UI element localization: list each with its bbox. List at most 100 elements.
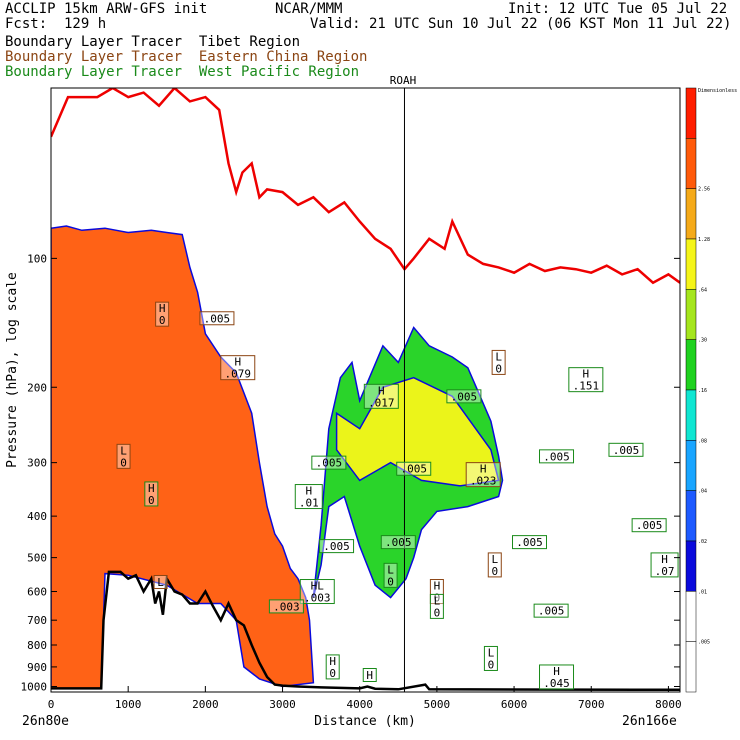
contour-label: .005 (199, 311, 235, 326)
y-tick-label: 200 (27, 381, 47, 394)
init-time: Init: 12 UTC Tue 05 Jul 22 (508, 1, 728, 17)
contour-label: .005 (512, 535, 548, 550)
colorbar-label: .08 (698, 438, 707, 444)
contour-label-box (465, 462, 501, 488)
contour-label-box (512, 535, 548, 550)
contour-label-value: .151 (573, 380, 600, 393)
contour-label-value: .023 (470, 475, 497, 488)
contour-label-box (631, 518, 667, 533)
contour-label-text: L (488, 646, 495, 659)
y-tick-label: 800 (27, 639, 47, 652)
title-line1: ACCLIP 15km ARW-GFS init (5, 1, 208, 17)
contour-label: L0 (491, 349, 506, 375)
tracer-field-eastchinaorange (335, 376, 500, 487)
contour-label: .005 (539, 449, 575, 464)
contour-label-text: H (553, 665, 560, 678)
contour-label-value: 0 (488, 658, 495, 671)
colorbar-segment (685, 591, 697, 642)
y-tick-label: 500 (27, 552, 47, 565)
contour-label-box (325, 654, 340, 680)
y-axis-label: Pressure (hPa), log scale (5, 272, 20, 468)
plot-frame (50, 87, 681, 693)
contour-label-text: L (491, 553, 498, 566)
contour-label: .005 (533, 603, 569, 618)
contour-label: .005 (396, 461, 432, 476)
contour-label: .005 (311, 455, 347, 470)
contour-label-box (446, 389, 482, 404)
contour-label: HL.003 (299, 579, 335, 605)
contour-label-box (539, 449, 575, 464)
contour-label: L0 (383, 562, 398, 588)
x-tick-label: 6000 (501, 698, 528, 711)
colorbar-segment (685, 540, 697, 592)
contour-label: H.151 (568, 367, 604, 393)
colorbar-segment (685, 188, 697, 240)
contour-label: .005 (446, 389, 482, 404)
contour-label-value: 0 (387, 575, 394, 588)
x-end-label: 26n166e (622, 714, 677, 729)
contour-label-text: H (378, 384, 385, 397)
marker-label: ROAH (390, 74, 417, 87)
contour-label: H (362, 667, 377, 682)
contour-label-box (299, 579, 335, 605)
colorbar-label: .64 (698, 287, 707, 293)
contour-label-value: .07 (655, 565, 675, 578)
contour-label-box (650, 552, 679, 578)
contour-label-text: H (434, 580, 441, 593)
colorbar-label: .30 (698, 338, 707, 344)
contour-label-value: 0 (329, 667, 336, 680)
contour-label: H0 (325, 654, 340, 680)
contour-label: H.01 (294, 484, 323, 510)
y-tick-label: 300 (27, 457, 47, 470)
tracer-field-tibet (51, 225, 315, 690)
colorbar-segment (685, 87, 697, 139)
contour-label-box (363, 383, 399, 409)
colorbar-segment (685, 238, 697, 290)
contour-label-text: H (480, 463, 487, 476)
colorbar-label: .04 (698, 489, 707, 495)
contour-label-box (533, 603, 569, 618)
contour-label-value: 0 (434, 606, 441, 619)
contour-label-text: H (661, 553, 668, 566)
axes-layer: 0 1000 2000 3000 4000 5000 6000 7000 80001002003… (21, 252, 682, 711)
contour-label-value: 0 (495, 362, 502, 375)
contour-label-text: L (387, 563, 394, 576)
contour-label-text: H (583, 368, 590, 381)
contour-label: .005 (319, 539, 355, 554)
contour-label: .005 (608, 442, 644, 457)
x-tick-label: 8000 (655, 698, 682, 711)
contour-label-value: .01 (299, 497, 319, 510)
colorbar-segment (685, 389, 697, 441)
contour-label: .003 (268, 599, 304, 614)
contour-label-box (311, 455, 347, 470)
source-label: NCAR/MMM (275, 1, 343, 17)
contour-label-text: H (305, 485, 312, 498)
y-tick-label: 900 (27, 661, 47, 674)
contour-label-text: H (234, 356, 241, 369)
contour-label-box (155, 301, 170, 327)
colorbar-segment (685, 289, 697, 340)
contour-label-text: .005 (451, 390, 478, 403)
contour-label-text: L (434, 594, 441, 607)
x-axis-label: Distance (km) (314, 714, 416, 729)
colorbar: Dimensionless .005 .01 .02 .04 .08 .16 .30 .64 1.… (685, 87, 737, 693)
contour-label-value: 0 (159, 314, 166, 327)
x-tick-label: 7000 (578, 698, 605, 711)
colorbar-segment (685, 641, 697, 693)
contour-label-value: 0 (148, 494, 155, 507)
contour-label-value: .017 (368, 396, 395, 409)
contour-label: H.045 (539, 664, 575, 690)
y-tick-label: 1000 (21, 681, 48, 694)
x-tick-label: 2000 (192, 698, 219, 711)
contour-label-box (539, 664, 575, 690)
tracer-china-label: Boundary Layer Tracer Eastern China Regi… (5, 49, 368, 65)
contour-label: L0 (429, 593, 444, 619)
contour-label-box (487, 552, 502, 578)
contour-label-box (116, 443, 131, 469)
colorbar-segment (685, 138, 697, 189)
contour-label-value: 0 (120, 456, 127, 469)
contour-label-text: .005 (636, 519, 663, 532)
contour-label-box (383, 562, 398, 588)
contour-label-text: H (159, 302, 166, 315)
contour-label-text: L (495, 350, 502, 363)
